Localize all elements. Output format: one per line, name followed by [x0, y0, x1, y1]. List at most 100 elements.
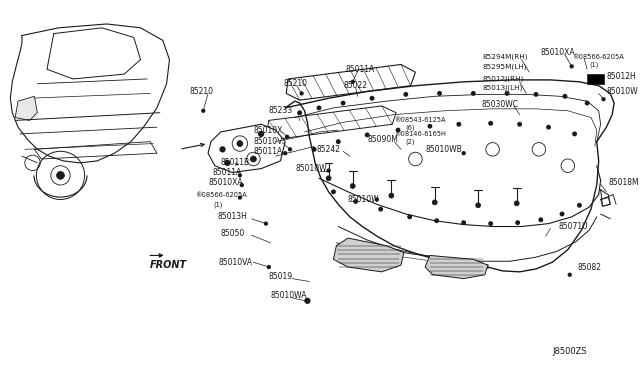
- Circle shape: [462, 152, 465, 155]
- Text: 85010W: 85010W: [348, 195, 380, 204]
- Text: 85233: 85233: [269, 106, 293, 115]
- Text: 85090M: 85090M: [367, 135, 398, 144]
- Text: (1): (1): [213, 201, 222, 208]
- Circle shape: [432, 200, 437, 205]
- Text: 85012J(RH): 85012J(RH): [483, 76, 524, 82]
- Text: 85010W: 85010W: [607, 87, 638, 96]
- Circle shape: [476, 203, 481, 208]
- Text: 85294M(RH): 85294M(RH): [483, 54, 529, 60]
- Polygon shape: [15, 96, 37, 121]
- Polygon shape: [333, 238, 404, 272]
- Circle shape: [327, 169, 330, 172]
- Circle shape: [489, 222, 492, 225]
- Circle shape: [220, 147, 225, 152]
- Text: 85030WC: 85030WC: [481, 100, 518, 109]
- Circle shape: [578, 203, 581, 207]
- Circle shape: [472, 92, 475, 95]
- Text: ®08566-6205A: ®08566-6205A: [196, 192, 247, 198]
- Text: (1): (1): [589, 61, 598, 68]
- Text: J8500ZS: J8500ZS: [552, 347, 587, 356]
- Circle shape: [332, 190, 335, 193]
- Circle shape: [337, 140, 340, 143]
- Polygon shape: [286, 64, 415, 100]
- Circle shape: [534, 93, 538, 96]
- Text: 85013J(LH): 85013J(LH): [483, 84, 524, 91]
- Circle shape: [404, 93, 408, 96]
- Text: (6): (6): [406, 125, 415, 131]
- Polygon shape: [425, 256, 488, 279]
- Text: 85210: 85210: [189, 87, 214, 96]
- Circle shape: [457, 122, 461, 126]
- Text: FRONT: FRONT: [150, 260, 188, 270]
- Text: 85010V: 85010V: [253, 137, 283, 146]
- Circle shape: [518, 122, 522, 126]
- Circle shape: [389, 193, 394, 198]
- Circle shape: [354, 200, 357, 203]
- Circle shape: [312, 148, 316, 151]
- Circle shape: [239, 174, 241, 177]
- Circle shape: [516, 221, 520, 224]
- Circle shape: [570, 65, 573, 68]
- Text: 85050: 85050: [221, 229, 245, 238]
- Text: 85242: 85242: [316, 145, 340, 154]
- Text: ®08146-6165H: ®08146-6165H: [394, 131, 446, 137]
- Circle shape: [408, 215, 412, 219]
- Circle shape: [241, 184, 243, 186]
- Circle shape: [438, 92, 442, 95]
- Circle shape: [250, 156, 256, 162]
- Circle shape: [506, 92, 509, 95]
- Text: 85010W: 85010W: [296, 164, 328, 173]
- Text: 85295M(LH): 85295M(LH): [483, 63, 527, 70]
- Circle shape: [396, 128, 400, 132]
- Text: 85071U: 85071U: [558, 222, 588, 231]
- Circle shape: [560, 212, 564, 216]
- Text: 85082: 85082: [577, 263, 602, 272]
- Circle shape: [586, 101, 589, 105]
- Circle shape: [365, 133, 369, 137]
- Circle shape: [225, 160, 230, 165]
- Polygon shape: [208, 124, 285, 173]
- Polygon shape: [587, 74, 604, 84]
- Circle shape: [259, 132, 264, 136]
- Circle shape: [379, 208, 383, 211]
- Circle shape: [428, 125, 431, 128]
- Circle shape: [326, 176, 331, 181]
- Polygon shape: [267, 106, 396, 139]
- Circle shape: [264, 222, 268, 225]
- Text: 85210: 85210: [284, 79, 307, 88]
- Text: 85019: 85019: [269, 272, 293, 281]
- Circle shape: [341, 101, 345, 105]
- Circle shape: [435, 219, 438, 222]
- Circle shape: [489, 122, 492, 125]
- Circle shape: [371, 96, 374, 100]
- Circle shape: [268, 266, 270, 269]
- Circle shape: [350, 184, 355, 188]
- Circle shape: [539, 218, 543, 221]
- Circle shape: [573, 132, 576, 136]
- Text: 85011B: 85011B: [221, 158, 250, 167]
- Circle shape: [285, 135, 289, 138]
- Circle shape: [239, 196, 241, 199]
- Circle shape: [568, 273, 572, 276]
- Circle shape: [563, 94, 566, 98]
- Text: ®08543-6125A: ®08543-6125A: [394, 118, 445, 124]
- Text: 85010VA: 85010VA: [219, 258, 253, 267]
- Circle shape: [376, 198, 378, 201]
- Text: 85010WA: 85010WA: [271, 291, 307, 301]
- Text: ®08566-6205A: ®08566-6205A: [572, 54, 623, 60]
- Circle shape: [237, 141, 243, 147]
- Text: 85010WB: 85010WB: [425, 145, 462, 154]
- Text: 85010XA: 85010XA: [541, 48, 575, 57]
- Circle shape: [462, 221, 465, 224]
- Text: 85011A: 85011A: [253, 147, 283, 156]
- Circle shape: [317, 106, 321, 110]
- Text: 85022: 85022: [343, 81, 367, 90]
- Circle shape: [298, 111, 301, 115]
- Circle shape: [202, 109, 205, 112]
- Text: 85013H: 85013H: [218, 212, 248, 221]
- Circle shape: [300, 92, 303, 95]
- Circle shape: [289, 148, 291, 151]
- Text: 85011A: 85011A: [213, 168, 242, 177]
- Text: 85012H: 85012H: [607, 71, 636, 81]
- Circle shape: [284, 152, 287, 155]
